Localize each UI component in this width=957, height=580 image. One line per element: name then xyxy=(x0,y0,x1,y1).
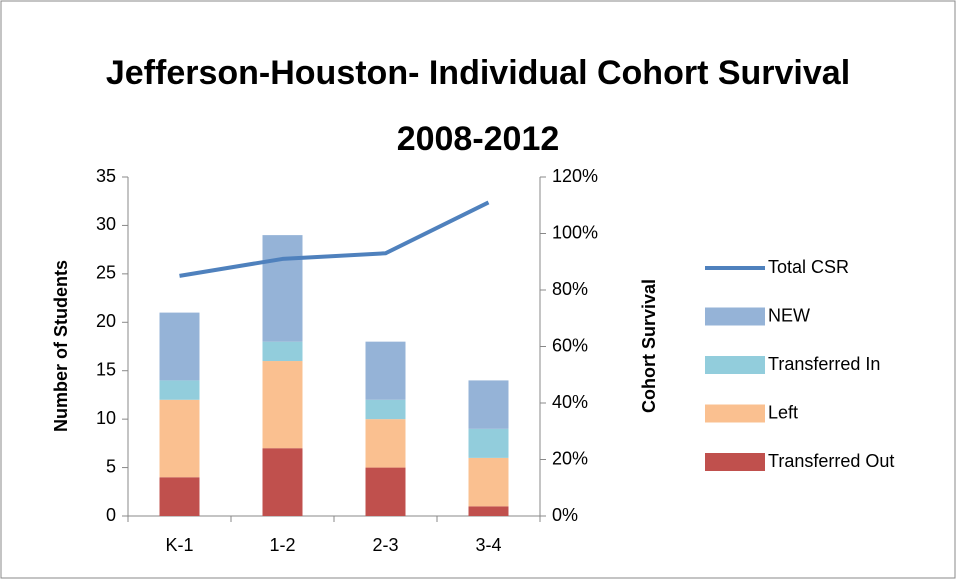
y-tick-label: 25 xyxy=(96,263,116,283)
y-tick-label: 0 xyxy=(106,505,116,525)
bar-segment xyxy=(468,506,509,516)
bar-segment xyxy=(159,399,200,478)
x-tick-label: 2-3 xyxy=(372,535,398,555)
bar-segment xyxy=(262,341,303,362)
y2-tick-label: 20% xyxy=(552,448,588,468)
y2-tick-label: 120% xyxy=(552,166,598,186)
y2-tick-label: 40% xyxy=(552,392,588,412)
bar-segment xyxy=(365,399,406,420)
y-tick-label: 35 xyxy=(96,166,116,186)
bar-segment xyxy=(365,341,406,400)
y-tick-label: 10 xyxy=(96,408,116,428)
line xyxy=(179,200,490,278)
legend-swatch xyxy=(705,356,765,374)
y2-tick-label: 60% xyxy=(552,335,588,355)
legend-label: NEW xyxy=(768,305,810,325)
y-tick-label: 20 xyxy=(96,311,116,331)
legend-label: Total CSR xyxy=(768,257,849,277)
bar-segment xyxy=(159,312,200,381)
y-tick-label: 15 xyxy=(96,359,116,379)
legend-swatch xyxy=(705,453,765,471)
chart-title: Jefferson-Houston- Individual Cohort Sur… xyxy=(105,54,851,158)
bar-segment xyxy=(262,361,303,449)
y-tick-label: 5 xyxy=(106,456,116,476)
y2-tick-label: 80% xyxy=(552,279,588,299)
bar-segment xyxy=(262,235,303,342)
bar-segment xyxy=(159,380,200,400)
bar-segment xyxy=(365,467,406,516)
bar-segment xyxy=(159,477,200,516)
bar-segment xyxy=(468,380,509,429)
x-tick-label: K-1 xyxy=(165,535,193,555)
bar-segment xyxy=(468,428,509,458)
x-tick-label: 3-4 xyxy=(475,535,501,555)
y2-tick-label: 0% xyxy=(552,505,578,525)
x-tick-label: 1-2 xyxy=(269,535,295,555)
legend-label: Transferred In xyxy=(768,354,880,374)
bar-segment xyxy=(468,457,509,507)
legend-swatch xyxy=(705,404,765,423)
legend-swatch xyxy=(705,307,765,326)
y-tick-label: 30 xyxy=(96,214,116,234)
y-axis-title: Number of Students xyxy=(51,260,71,432)
legend-label: Left xyxy=(768,402,798,422)
y2-axis-title: Cohort Survival xyxy=(639,279,659,413)
y2-tick-label: 100% xyxy=(552,222,598,242)
bar-segment xyxy=(262,448,303,516)
legend-label: Transferred Out xyxy=(768,451,894,471)
bar-segment xyxy=(365,419,406,468)
